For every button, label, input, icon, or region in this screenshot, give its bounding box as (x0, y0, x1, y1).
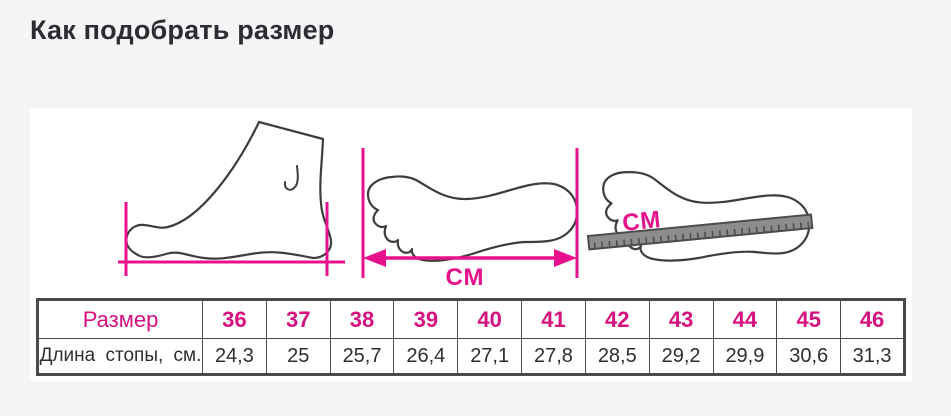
size-cell: 43 (648, 299, 714, 339)
side-foot-illustration (118, 120, 345, 276)
footprint-ruler-illustration: СМ (586, 167, 815, 278)
cm-label: СМ (621, 206, 663, 237)
size-cell: 39 (393, 299, 459, 339)
size-row: Размер 36 37 38 39 40 41 42 43 44 45 46 (37, 299, 905, 339)
size-cell: 44 (712, 299, 778, 339)
length-cell: 29,2 (648, 338, 714, 375)
size-cell: 40 (457, 299, 523, 339)
size-cell: 36 (202, 299, 267, 339)
size-cell: 45 (776, 299, 842, 339)
length-cell: 25 (265, 338, 331, 375)
side-foot-outline (125, 120, 333, 260)
arrowhead-left-icon (363, 249, 386, 267)
size-cell: 46 (840, 299, 905, 339)
ruler-body (586, 213, 814, 251)
length-cell: 30,6 (776, 338, 842, 375)
length-cell: 26,4 (393, 338, 459, 375)
length-cell: 27,1 (457, 338, 523, 375)
ruler (586, 213, 814, 251)
length-row-label: Длина стопы, см. (37, 338, 203, 375)
length-row: Длина стопы, см. 24,3 25 25,7 26,4 27,1 … (37, 338, 905, 375)
ankle-mark (283, 165, 299, 191)
length-cell: 31,3 (840, 338, 905, 375)
page-title: Как подобрать размер (30, 15, 335, 45)
measurement-illustrations: СМ СМ (118, 120, 815, 291)
footprint-arrow-illustration: СМ (361, 148, 579, 291)
cm-label: СМ (445, 264, 484, 291)
size-cell: 41 (521, 299, 586, 339)
size-table: Размер 36 37 38 39 40 41 42 43 44 45 46 … (36, 298, 906, 376)
length-cell: 29,9 (712, 338, 778, 375)
size-row-label: Размер (37, 299, 203, 339)
size-cell: 37 (265, 299, 331, 339)
length-cell: 25,7 (329, 338, 395, 375)
size-cell: 42 (584, 299, 650, 339)
arrowhead-right-icon (554, 249, 577, 267)
length-cell: 24,3 (202, 338, 267, 375)
length-cell: 27,8 (521, 338, 586, 375)
size-guide-panel: СМ СМ Размер 36 37 38 39 40 41 (30, 108, 912, 381)
size-cell: 38 (329, 299, 395, 339)
length-cell: 28,5 (584, 338, 650, 375)
footprint-outline (366, 175, 579, 262)
